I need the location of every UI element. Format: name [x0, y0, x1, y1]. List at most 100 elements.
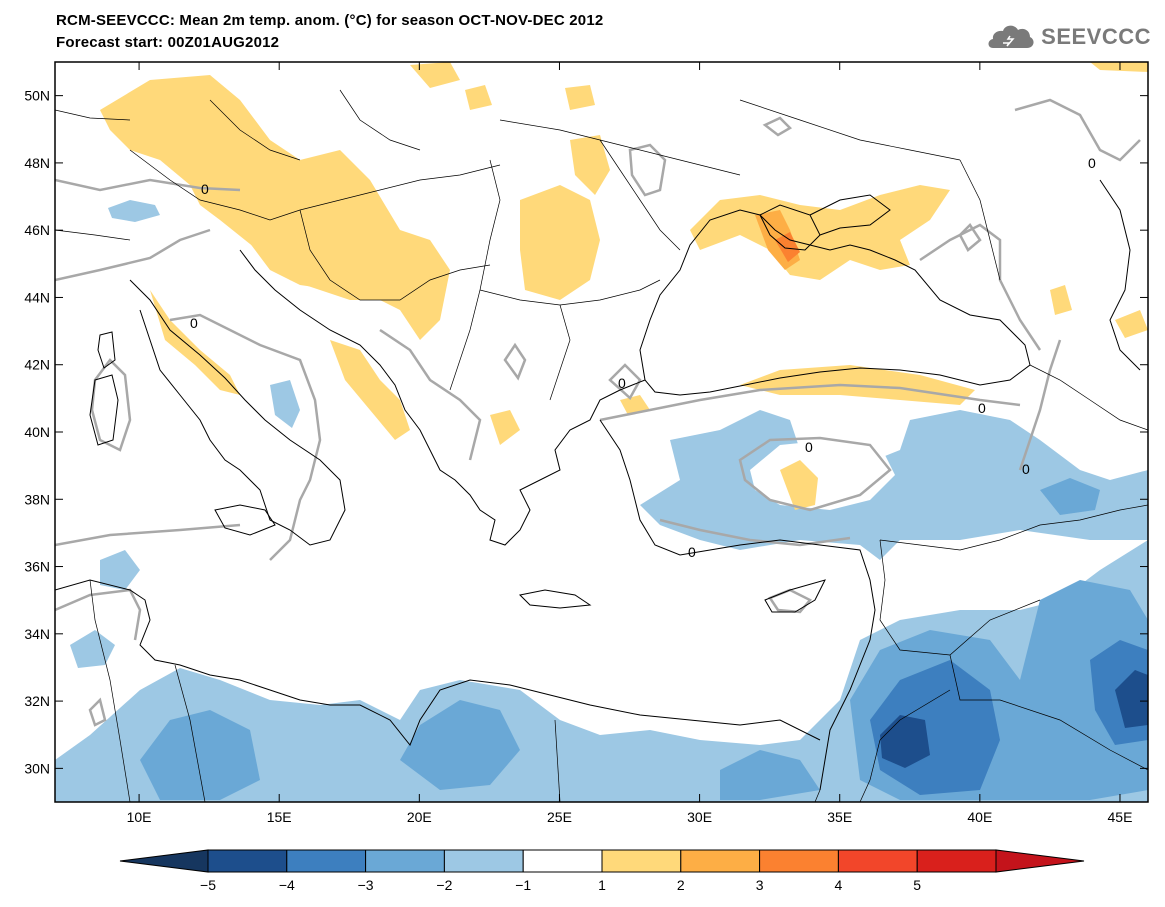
- coastline-anatolia-south: [599, 419, 876, 641]
- zero-contour-line: [55, 228, 211, 282]
- coastline-black-sea: [639, 209, 1031, 396]
- border-line: [814, 789, 821, 802]
- anomaly-region-algeria: [70, 630, 115, 668]
- anomaly-region-romania: [520, 185, 600, 300]
- colorbar-segment: [522, 849, 603, 873]
- colorbar-segment: [286, 849, 367, 873]
- zero-contour-line: [1014, 98, 1141, 162]
- colorbar-segment: [443, 849, 524, 873]
- lon-tick-label: 30E: [687, 809, 712, 825]
- coastline-caspian: [1099, 179, 1141, 371]
- lon-tick-label: 45E: [1108, 809, 1133, 825]
- border-line: [554, 719, 561, 802]
- colorbar-label: 1: [598, 877, 606, 893]
- colorbar-label: 2: [677, 877, 685, 893]
- map-title: RCM-SEEVCCC: Mean 2m temp. anom. (°C) fo…: [56, 12, 604, 29]
- border-line: [949, 654, 1148, 771]
- anomaly-region-pannonian: [240, 220, 360, 290]
- anomaly-region-anatolia-warm: [780, 460, 818, 510]
- anomaly-region-poland-spot2: [465, 85, 492, 110]
- contour-label: 0: [1022, 461, 1030, 477]
- lat-tick-label: 34N: [24, 626, 50, 642]
- coastline-crete: [518, 589, 592, 609]
- border-line: [1029, 364, 1148, 431]
- country-borders: [55, 89, 1148, 802]
- colorbar-extend-low: [119, 849, 209, 873]
- border-line: [339, 89, 421, 151]
- border-line: [55, 229, 131, 241]
- lon-tick-label: 40E: [967, 809, 992, 825]
- lon-tick-label: 25E: [547, 809, 572, 825]
- anomaly-region-jordan-core: [880, 715, 930, 768]
- zero-contour-line: [379, 328, 482, 461]
- forecast-start-label: Forecast start: 00Z01AUG2012: [56, 34, 280, 51]
- anomaly-region-anatolia: [640, 410, 1148, 560]
- border-line: [999, 504, 1148, 541]
- lat-tick-label: 44N: [24, 289, 50, 305]
- contour-label: 0: [201, 181, 209, 197]
- zero-contour-line: [628, 143, 667, 197]
- zero-contour-line: [169, 313, 322, 561]
- cloud-icon: [988, 25, 1034, 48]
- border-line: [879, 539, 1001, 551]
- zero-contour-line: [503, 342, 527, 381]
- anomaly-region-east-anatolia: [1040, 478, 1100, 515]
- anomaly-region-central-anatolia-clear: [750, 440, 895, 510]
- zero-contour-line: [659, 518, 851, 547]
- border-line: [879, 689, 951, 741]
- border-line: [859, 739, 881, 802]
- anomaly-region-sinai: [720, 750, 820, 800]
- zero-contour-line: [919, 223, 1042, 351]
- lon-tick-label: 20E: [407, 809, 432, 825]
- zero-contour-line: [55, 178, 241, 192]
- anomaly-region-italy-coast: [150, 290, 240, 395]
- coastline-sardinia: [89, 374, 119, 446]
- anomaly-region-libya-deep: [400, 700, 520, 790]
- coastline-italy: [129, 279, 346, 546]
- colorbar-label: −3: [358, 877, 374, 893]
- border-line: [174, 664, 206, 802]
- latitude-axis: 50N 48N 46N 44N 42N 40N 38N 36N 34N 32N 30N: [24, 88, 1148, 776]
- colorbar: −5 −4 −3 −2 −1 1 2 3 4 5: [119, 849, 1085, 893]
- anomaly-region-iraq-core: [1115, 670, 1148, 728]
- border-line: [209, 99, 301, 161]
- contour-label: 0: [978, 400, 986, 416]
- anomaly-region-alps: [108, 200, 160, 222]
- zero-contour-line: [88, 697, 107, 727]
- anomaly-region-crimea-core: [775, 232, 800, 262]
- coastline-levant: [819, 639, 871, 791]
- colorbar-label: 4: [835, 877, 843, 893]
- lat-tick-label: 32N: [24, 693, 50, 709]
- coastline-azov: [809, 194, 891, 236]
- colorbar-label: −2: [436, 877, 452, 893]
- border-line: [879, 539, 1041, 656]
- zero-contour-line: [599, 383, 1021, 422]
- border-line: [55, 109, 131, 121]
- contour-labels: 0 0 0 0 0 0 0 0: [190, 155, 1096, 560]
- anomaly-region-moldova: [570, 135, 610, 195]
- lat-tick-label: 36N: [24, 559, 50, 575]
- anomaly-region-poland-spot: [410, 62, 460, 88]
- zero-contour-line: [55, 523, 241, 547]
- colorbar-label: −5: [200, 877, 216, 893]
- border-line: [739, 99, 961, 161]
- coastline-balkans: [239, 249, 646, 546]
- colorbar-segment: [680, 849, 761, 873]
- anomaly-region-italy: [270, 380, 300, 428]
- contour-label: 0: [805, 439, 813, 455]
- seevccc-logo: SEEVCCC: [983, 22, 1151, 52]
- colorbar-segment: [207, 849, 288, 873]
- anomaly-region-tunisia: [100, 550, 140, 590]
- coastline-crimea: [759, 204, 821, 251]
- anomaly-region-ne-corner: [1090, 62, 1148, 72]
- colorbar-label: −4: [279, 877, 295, 893]
- border-line: [959, 159, 1001, 281]
- logo-text: SEEVCCC: [1041, 24, 1151, 49]
- lat-tick-label: 48N: [24, 155, 50, 171]
- anomaly-region-belarus-spot: [565, 85, 595, 110]
- zero-contour-line: [1018, 339, 1062, 471]
- zero-contour-line: [762, 116, 793, 137]
- zero-contour-line: [608, 363, 642, 400]
- colorbar-label: −1: [515, 877, 531, 893]
